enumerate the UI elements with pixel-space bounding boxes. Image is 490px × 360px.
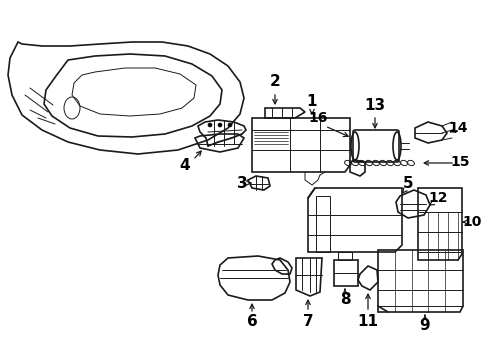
Text: 15: 15 [450,155,470,169]
Text: 11: 11 [358,315,378,329]
Text: 16: 16 [308,111,328,125]
Text: 3: 3 [237,175,247,190]
Text: 2: 2 [270,75,280,90]
Text: 4: 4 [180,158,190,174]
Text: 9: 9 [420,319,430,333]
Circle shape [208,123,212,127]
Text: 6: 6 [246,315,257,329]
Text: 14: 14 [448,121,468,135]
Circle shape [228,123,232,127]
Text: 13: 13 [365,98,386,112]
Text: 8: 8 [340,292,350,307]
Text: 12: 12 [428,191,448,205]
Circle shape [218,123,222,127]
Text: 7: 7 [303,315,313,329]
Text: 5: 5 [403,175,413,190]
Text: 1: 1 [307,94,317,109]
Text: 10: 10 [462,215,482,229]
